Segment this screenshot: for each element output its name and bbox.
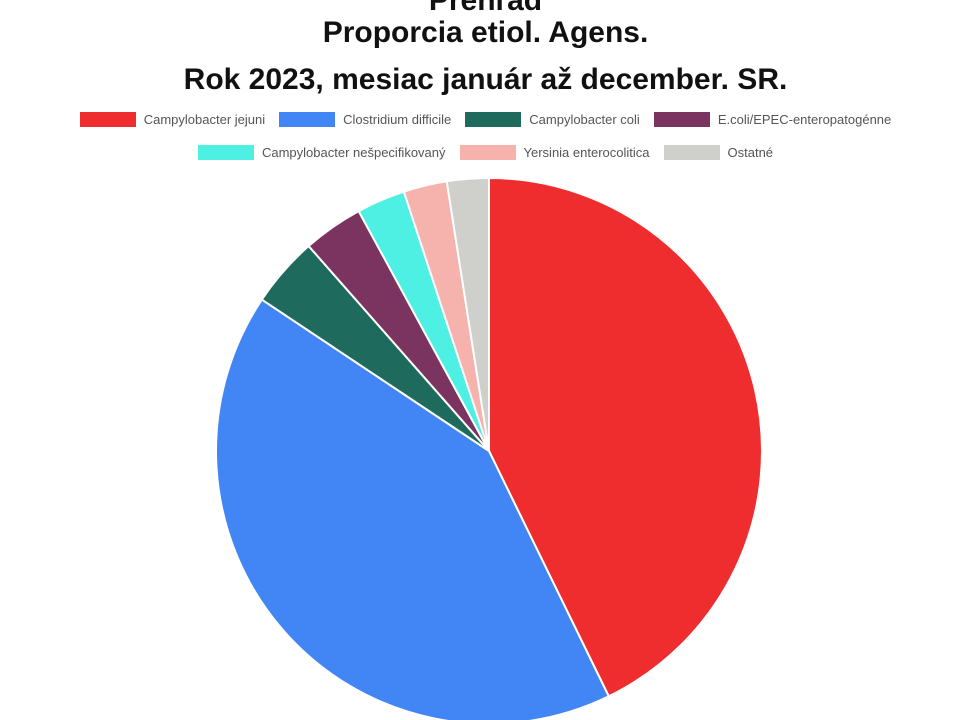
chart-title: Proporcia etiol. Agens. [322, 16, 649, 49]
legend-item[interactable]: Ostatné [663, 145, 774, 160]
legend-label: Campylobacter nešpecifikovaný [261, 145, 446, 160]
legend-item[interactable]: Yersinia enterocolitica [459, 145, 650, 160]
legend-swatch [197, 145, 254, 160]
legend-swatch [653, 112, 710, 127]
legend-label: Clostridium difficile [343, 112, 452, 127]
legend-item[interactable]: E.coli/EPEC-enteropatogénne [653, 112, 892, 127]
legend-row-1: Campylobacter jejuni Clostridium difficil… [0, 112, 971, 127]
chart-title-top: Prehľad [428, 0, 543, 17]
legend-swatch [663, 145, 720, 160]
chart-subtitle: Rok 2023, mesiac január až december. SR. [183, 63, 788, 96]
legend-item[interactable]: Campylobacter coli [465, 112, 640, 127]
legend-item[interactable]: Campylobacter jejuni [79, 112, 266, 127]
legend-swatch [459, 145, 516, 160]
legend-item[interactable]: Campylobacter nešpecifikovaný [197, 145, 446, 160]
legend-label: Ostatné [727, 145, 774, 160]
legend-item[interactable]: Clostridium difficile [279, 112, 451, 127]
legend-label: Campylobacter jejuni [143, 112, 266, 127]
legend-swatch [465, 112, 522, 127]
pie-slice[interactable] [445, 176, 490, 452]
legend-label: Yersinia enterocolitica [523, 145, 650, 160]
legend-swatch [279, 112, 336, 127]
legend-swatch [79, 112, 136, 127]
legend-label: Campylobacter coli [529, 112, 640, 127]
pie-slice[interactable] [215, 298, 611, 720]
pie-slice[interactable] [488, 176, 763, 698]
legend-label: E.coli/EPEC-enteropatogénne [717, 112, 892, 127]
legend-row-2: Campylobacter nešpecifikovaný Yersinia en… [0, 145, 971, 160]
